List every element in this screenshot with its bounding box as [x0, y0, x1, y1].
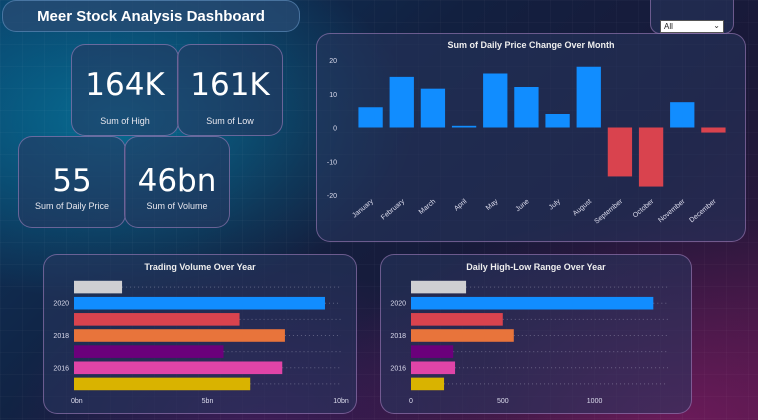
y-tick-label: 2018	[53, 333, 69, 340]
card-sum-of-low: 161K Sum of Low	[177, 44, 283, 136]
y-tick-label: 20	[329, 58, 337, 65]
x-tick-label: November	[657, 198, 687, 225]
bar-march	[420, 88, 446, 128]
bar-year-2018	[411, 329, 514, 342]
dashboard-title-box: Meer Stock Analysis Dashboard	[2, 0, 300, 32]
chart-title: Daily High-Low Range Over Year	[466, 262, 606, 272]
card-value: 46bn	[137, 163, 217, 199]
bar-year-2021	[74, 280, 123, 294]
year-slicer[interactable]: All ⌄	[650, 0, 734, 34]
bar-year-2015	[74, 377, 251, 391]
x-tick-label: 0	[409, 398, 413, 405]
y-tick-label: 2016	[390, 365, 406, 372]
bar-year-2020	[74, 296, 325, 310]
bar-november	[670, 102, 695, 128]
card-label: Sum of Daily Price	[34, 201, 110, 211]
x-tick-label: March	[418, 198, 437, 216]
bar-june	[514, 87, 539, 128]
x-tick-label: July	[548, 198, 562, 212]
card-sum-of-daily-price: 55 Sum of Daily Price	[18, 136, 126, 228]
x-tick-label: January	[351, 198, 375, 220]
monthly-change-chart: 20 10 0 -10 -20 January February March April May J…	[327, 58, 726, 226]
bar-year-2017	[74, 345, 224, 358]
x-tick-label: June	[515, 198, 531, 213]
bar-year-2016	[411, 361, 456, 375]
card-label: Sum of Volume	[146, 201, 208, 211]
x-tick-label: August	[572, 198, 593, 217]
high-low-range-chart-panel: Daily High-Low Range Over Year 2020 2018 2…	[380, 254, 692, 414]
card-sum-of-volume: 46bn Sum of Volume	[124, 136, 230, 228]
x-tick-label: 10bn	[333, 398, 349, 405]
bar-year-2017	[411, 345, 454, 358]
slicer-dropdown[interactable]: All ⌄	[660, 20, 724, 33]
bar-august	[576, 66, 601, 128]
bar-year-2019	[74, 313, 240, 326]
x-tick-label: December	[688, 198, 718, 225]
bar-may	[483, 73, 508, 128]
trading-volume-chart: 2020 2018 2016 0bn 5bn 10bn	[53, 280, 349, 405]
y-tick-label: -10	[327, 159, 337, 166]
x-tick-label: September	[593, 198, 624, 226]
x-tick-label: May	[485, 198, 500, 212]
chart-title: Trading Volume Over Year	[144, 262, 256, 272]
card-value: 161K	[190, 67, 270, 103]
x-tick-label: 1000	[587, 398, 603, 405]
bar-october	[638, 127, 664, 187]
y-tick-label: 2020	[53, 301, 69, 308]
high-low-range-chart: 2020 2018 2016 0 500 1000	[390, 280, 668, 405]
x-tick-label: April	[453, 198, 469, 213]
chart-title: Sum of Daily Price Change Over Month	[447, 40, 615, 50]
bar-july	[545, 114, 570, 128]
monthly-change-chart-panel: Sum of Daily Price Change Over Month 20 1…	[316, 33, 746, 242]
card-sum-of-high: 164K Sum of High	[71, 44, 179, 136]
x-tick-label: October	[632, 198, 656, 220]
y-tick-label: 2020	[390, 301, 406, 308]
card-label: Sum of Low	[206, 116, 254, 126]
bar-september	[607, 127, 633, 177]
card-label: Sum of High	[100, 116, 150, 126]
bar-year-2021	[411, 280, 467, 294]
bar-january	[358, 107, 383, 128]
y-tick-label: 2018	[390, 333, 406, 340]
chevron-down-icon: ⌄	[713, 21, 720, 30]
bar-year-2015	[411, 377, 445, 391]
card-value: 55	[52, 163, 92, 199]
x-tick-label: 5bn	[202, 398, 214, 405]
bar-april	[451, 125, 477, 128]
x-tick-label: 500	[497, 398, 509, 405]
trading-volume-chart-panel: Trading Volume Over Year 2020 2018 2016 0bn…	[43, 254, 357, 414]
x-tick-label: 0bn	[71, 398, 83, 405]
card-value: 164K	[85, 67, 165, 103]
bar-february	[389, 76, 414, 128]
y-tick-label: 0	[333, 126, 337, 133]
bar-year-2016	[74, 361, 283, 375]
y-tick-label: -20	[327, 193, 337, 200]
x-tick-label: February	[380, 198, 406, 222]
y-tick-label: 2016	[53, 365, 69, 372]
slicer-selected-value: All	[664, 22, 673, 31]
bar-december	[701, 127, 726, 133]
bar-year-2019	[411, 313, 503, 326]
bar-year-2018	[74, 329, 285, 342]
dashboard-title: Meer Stock Analysis Dashboard	[37, 7, 265, 25]
bar-year-2020	[411, 296, 654, 310]
y-tick-label: 10	[329, 92, 337, 99]
